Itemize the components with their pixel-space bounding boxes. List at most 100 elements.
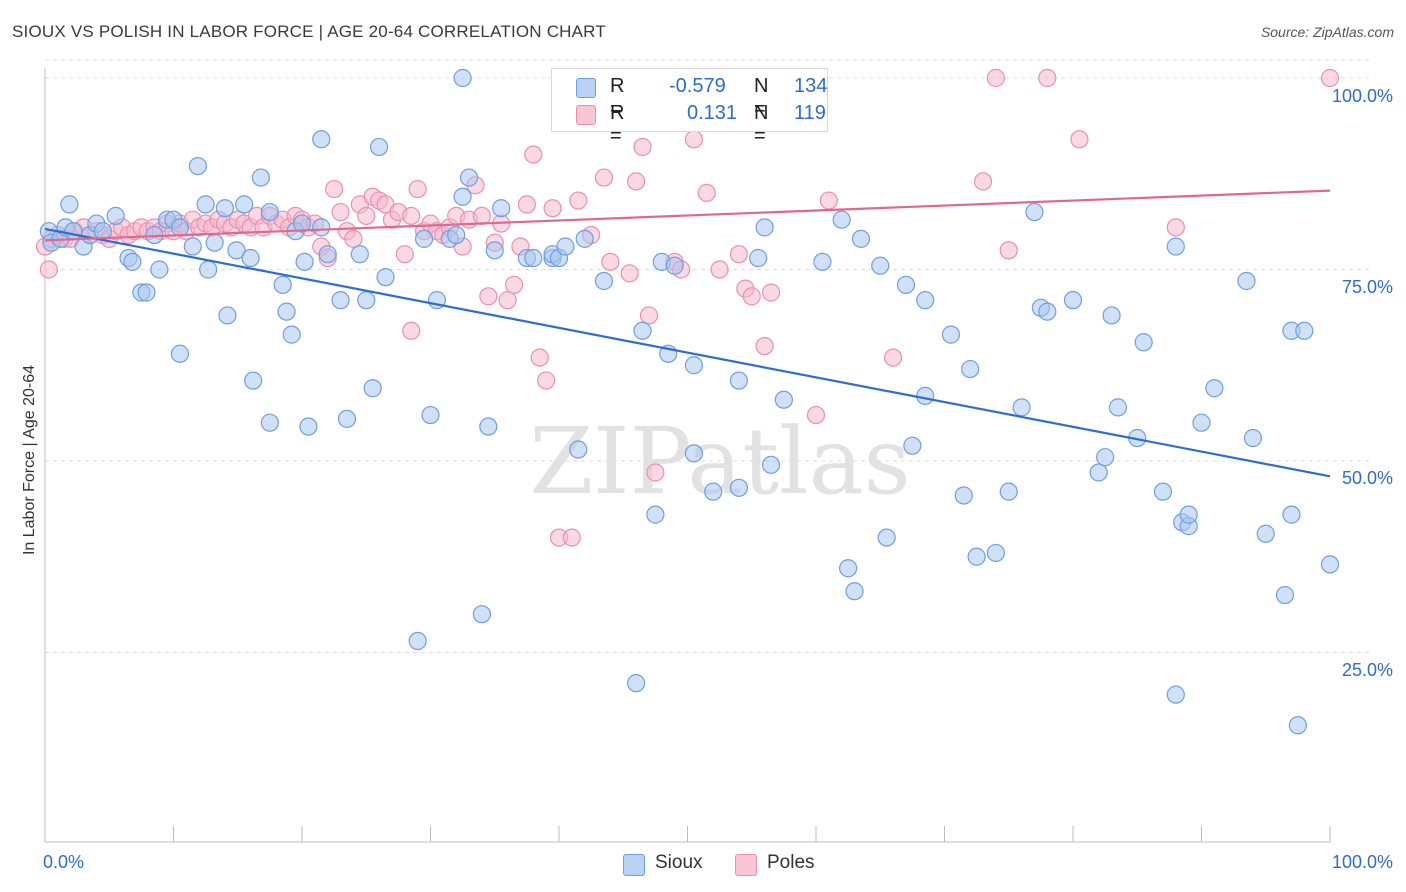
poles-point	[530, 348, 549, 367]
sioux-point	[1102, 306, 1121, 325]
sioux-point	[556, 237, 575, 256]
sioux-point	[350, 245, 369, 264]
x-tick-label-0: 0.0%	[43, 852, 85, 872]
sioux-point	[282, 325, 301, 344]
sioux-point	[1108, 398, 1128, 417]
x-tick-label-100: 100.0%	[1331, 852, 1393, 872]
poles-point	[498, 291, 517, 310]
poles-n-value: 119	[794, 102, 826, 124]
sioux-point	[485, 241, 504, 260]
sioux-point	[813, 252, 832, 271]
sioux-point	[1166, 237, 1185, 256]
sioux-n-label: N =	[754, 75, 769, 120]
sioux-point	[453, 68, 472, 88]
sioux-point	[967, 547, 986, 566]
sioux-point	[1295, 321, 1314, 340]
sioux-r-value: -0.579	[669, 75, 726, 97]
sioux-point	[170, 218, 190, 237]
y-tick-label-50: 50.0%	[1341, 468, 1393, 488]
sioux-point	[447, 225, 466, 245]
sioux-point	[421, 405, 440, 425]
poles-point	[729, 245, 749, 264]
stats-legend: R = -0.579 N = 134 R = 0.131 N = 119	[551, 68, 828, 147]
sioux-points	[39, 68, 1340, 735]
poles-trend-line	[44, 189, 1331, 242]
sioux-trend-line	[44, 227, 1331, 478]
sioux-point	[241, 248, 260, 268]
sioux-point	[1282, 505, 1301, 524]
grid-lines	[45, 59, 1370, 653]
poles-point	[39, 260, 58, 279]
poles-point	[684, 130, 704, 149]
sioux-point	[1063, 291, 1083, 310]
poles-point	[633, 137, 652, 157]
sioux-point	[1243, 428, 1263, 448]
trend-lines	[44, 189, 1331, 478]
poles-point	[755, 337, 774, 356]
sioux-point	[729, 371, 749, 390]
poles-r-value: 0.131	[687, 102, 738, 124]
sioux-point	[370, 137, 389, 157]
sioux-point	[479, 417, 498, 436]
sioux-point	[106, 206, 125, 225]
sioux-point	[832, 210, 851, 229]
poles-point	[806, 405, 826, 425]
sioux-point	[318, 245, 337, 264]
sioux-point	[1192, 413, 1211, 432]
sioux-point	[251, 168, 270, 187]
sioux-point	[273, 275, 292, 294]
sioux-point	[941, 325, 961, 344]
sioux-point	[1025, 202, 1044, 222]
poles-point	[479, 287, 498, 306]
sioux-point	[851, 229, 871, 248]
sioux-point	[453, 187, 472, 206]
sioux-point	[492, 199, 511, 218]
poles-point	[537, 371, 556, 390]
sioux-point	[137, 283, 156, 302]
sioux-point	[215, 199, 234, 218]
sioux-point	[626, 674, 646, 693]
sioux-point	[188, 156, 208, 176]
poles-point	[472, 206, 491, 225]
sioux-point	[755, 218, 774, 237]
poles-point	[999, 241, 1018, 260]
sioux-point	[218, 306, 237, 325]
sioux-point	[704, 482, 723, 501]
sioux-point	[961, 359, 980, 379]
axes	[44, 68, 1331, 843]
sioux-legend-label: Sioux	[655, 852, 703, 873]
poles-point	[543, 199, 562, 218]
sioux-point	[1275, 585, 1295, 605]
poles-legend-label: Poles	[767, 852, 815, 873]
poles-point	[1320, 68, 1340, 88]
poles-point	[973, 172, 993, 191]
poles-point	[331, 202, 350, 222]
sioux-point	[749, 248, 768, 268]
poles-point	[697, 183, 716, 202]
sioux-point	[896, 275, 916, 294]
sioux-point	[575, 229, 594, 248]
poles-point	[601, 252, 620, 271]
poles-point	[646, 463, 665, 482]
sioux-point	[903, 436, 922, 455]
sioux-point	[774, 390, 793, 409]
poles-point	[761, 283, 781, 302]
sioux-point	[260, 202, 279, 222]
sioux-point	[986, 543, 1006, 563]
sioux-point	[569, 440, 588, 459]
sioux-point	[337, 409, 357, 428]
sioux-point	[1288, 716, 1307, 735]
sioux-point	[1096, 448, 1115, 467]
poles-point	[344, 229, 363, 248]
sioux-point	[292, 214, 312, 233]
sioux-n-value: 134	[794, 75, 828, 97]
sioux-point	[472, 605, 491, 624]
sioux-legend-swatch	[623, 854, 645, 876]
sioux-point	[312, 218, 331, 237]
poles-point	[402, 206, 421, 225]
sioux-point	[459, 168, 479, 187]
poles-point	[1038, 68, 1057, 88]
poles-point	[395, 245, 414, 264]
sioux-point	[524, 248, 543, 268]
sioux-point	[376, 268, 395, 287]
